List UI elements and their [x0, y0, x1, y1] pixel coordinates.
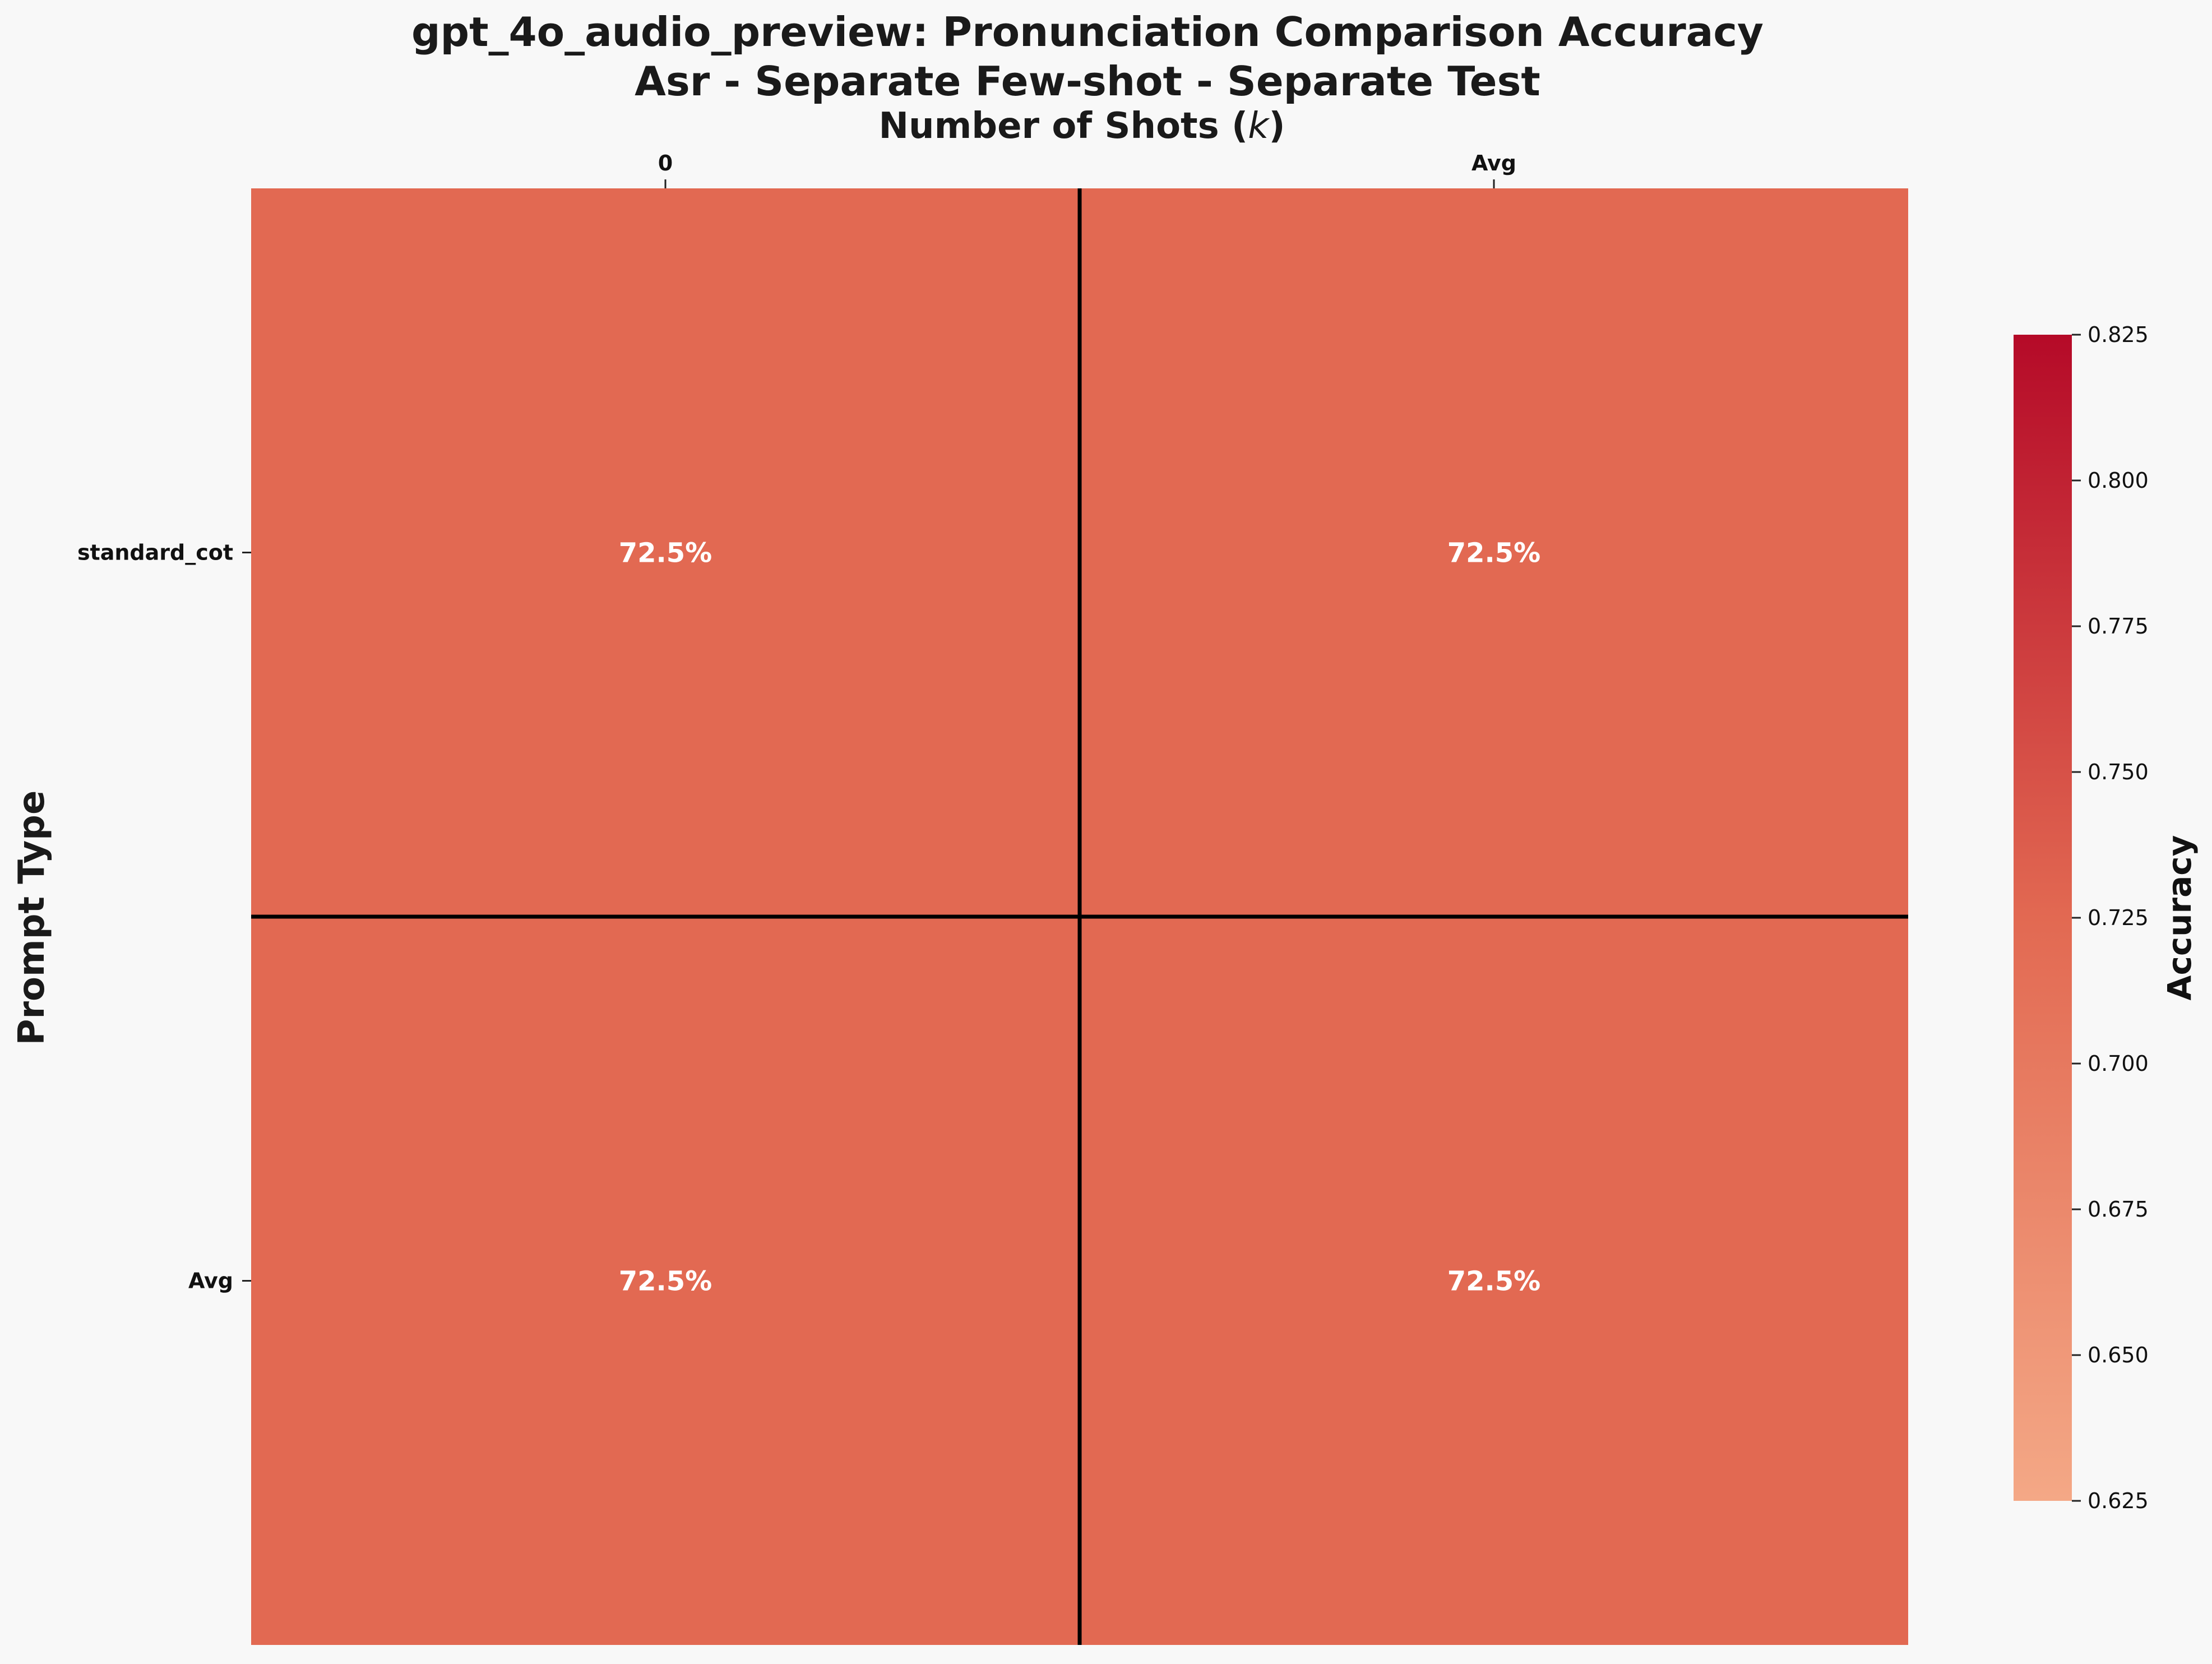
colorbar-tick-label: 0.775 [2088, 614, 2149, 639]
colorbar-tick-label: 0.625 [2088, 1489, 2149, 1513]
colorbar-tick-label: 0.675 [2088, 1197, 2149, 1222]
cell-value-label: 72.5% [1447, 1266, 1541, 1297]
x-tick-label: 0 [658, 151, 673, 175]
chart-title-line1: gpt_4o_audio_preview: Pronunciation Comp… [411, 8, 1764, 56]
heatmap-cell [251, 188, 1080, 917]
y-tick-label: Avg [188, 1269, 233, 1293]
colorbar-label: Accuracy [2160, 835, 2199, 1001]
colorbar-gradient [2014, 335, 2072, 1501]
x-axis-ticks: 0 Avg [658, 151, 1516, 188]
heatmap-grid-lines [251, 188, 1908, 1645]
colorbar: 0.625 0.650 0.675 0.700 0.725 0.750 0.775 0.800… [2014, 322, 2199, 1513]
heatmap-cell [251, 917, 1080, 1645]
cell-value-label: 72.5% [1447, 538, 1541, 569]
colorbar-ticks: 0.625 0.650 0.675 0.700 0.725 0.750 0.775 0.800… [2072, 322, 2149, 1513]
y-tick-label: standard_cot [77, 540, 233, 565]
colorbar-tick-label: 0.725 [2088, 905, 2149, 930]
y-axis-label: Prompt Type [11, 791, 53, 1046]
chart-title-line2: Asr - Separate Few-shot - Separate Test [635, 58, 1540, 105]
heatmap-cell [1080, 917, 1908, 1645]
x-tick-label: Avg [1471, 151, 1516, 175]
y-axis-ticks: standard_cot Avg [77, 540, 251, 1293]
colorbar-tick-label: 0.825 [2088, 322, 2149, 347]
cell-value-label: 72.5% [619, 1266, 712, 1297]
colorbar-tick-label: 0.700 [2088, 1051, 2149, 1076]
cell-value-label: 72.5% [619, 538, 712, 569]
colorbar-tick-label: 0.750 [2088, 760, 2149, 784]
colorbar-tick-label: 0.650 [2088, 1343, 2149, 1367]
heatmap-annotations: 72.5% 72.5% 72.5% 72.5% [619, 538, 1541, 1297]
x-axis-label: Number of Shots (k) [878, 105, 1285, 147]
heatmap-cells [251, 188, 1908, 1645]
colorbar-tick-label: 0.800 [2088, 468, 2149, 493]
heatmap-cell [1080, 188, 1908, 917]
